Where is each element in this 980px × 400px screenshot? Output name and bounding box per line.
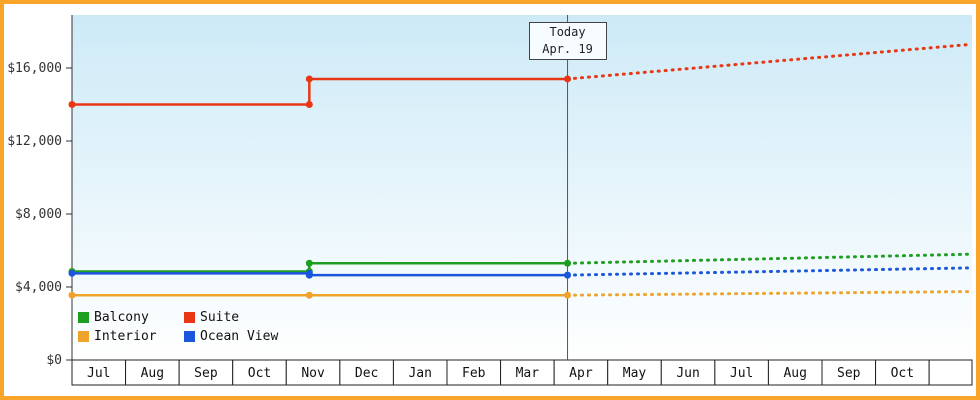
x-axis-cell [660,359,716,386]
legend-label-ocean-view: Ocean View [200,329,279,344]
series-forecast-balcony [566,252,974,265]
series-line-suite [72,77,568,106]
legend: Balcony Suite Interior Ocean View [78,310,278,344]
x-axis-cell [553,359,609,386]
today-marker-label: Today Apr. 19 [528,22,607,60]
x-axis-cell [125,359,180,386]
x-axis-cell [821,359,877,386]
x-axis-cell [446,359,502,386]
y-axis-label: $4,000 [15,280,62,295]
x-axis-cell-partial [928,359,973,386]
x-axis-cell [607,359,662,386]
series-forecast-interior [566,290,974,297]
series-marker-suite [305,75,313,83]
x-axis-cell [714,359,769,386]
series-forecast-ocean-view [566,266,974,277]
x-axis-label: Jan [408,366,431,381]
x-axis-cell [767,359,823,386]
x-axis-label: Aug [783,366,806,381]
x-axis-cell [71,359,127,386]
series-marker-suite [305,101,313,108]
legend-item-suite: Suite [184,310,278,325]
x-axis-label: Oct [891,366,914,381]
x-axis-label: Sep [194,366,218,381]
series-forecast-suite [566,42,974,81]
legend-swatch-balcony-icon [78,312,89,323]
x-axis-label: Apr [569,366,593,381]
series-marker-interior [564,291,572,299]
x-axis-cell [392,359,448,386]
x-axis-label: Jul [87,366,110,381]
x-axis-label: Jun [676,366,699,381]
series-marker-balcony [564,259,572,267]
plot-area [72,15,972,360]
x-axis-label: Jul [730,366,753,381]
series-marker-suite [564,75,572,83]
series-marker-interior [305,291,313,299]
series-marker-ocean-view [305,271,313,279]
legend-item-ocean-view: Ocean View [184,329,278,344]
legend-label-balcony: Balcony [94,310,149,325]
x-axis-label: Sep [837,366,861,381]
x-axis-label: Dec [355,366,378,381]
series-marker-ocean-view [564,271,572,279]
series-line-balcony [72,262,568,273]
today-label-line2: Apr. 19 [542,42,593,56]
legend-swatch-ocean-view-icon [184,331,195,342]
legend-swatch-interior-icon [78,331,89,342]
x-axis-cell [178,359,234,386]
x-axis-label: Mar [516,366,540,381]
series-marker-balcony [305,259,313,267]
y-axis-label: $12,000 [7,134,62,149]
series-marker-ocean-view [68,269,76,277]
x-axis-cell [339,359,394,386]
legend-item-balcony: Balcony [78,310,184,325]
today-label-line1: Today [549,25,586,39]
legend-label-suite: Suite [200,310,240,325]
x-axis-label: May [623,366,647,381]
price-history-chart: $0 $4,000 $8,000 $12,000 $16,000 Jul Aug Sep Oct… [7,15,974,386]
x-axis-label: Feb [462,366,486,381]
x-axis-label: Nov [301,366,325,381]
legend-item-interior: Interior [78,329,184,344]
legend-swatch-suite-icon [184,312,195,323]
series-marker-interior [68,291,76,299]
y-axis-label: $0 [46,353,62,368]
series-marker-suite [68,101,76,108]
y-axis-label: $8,000 [15,207,62,222]
legend-label-interior: Interior [94,329,157,344]
y-axis-label: $16,000 [7,61,62,76]
x-axis-label: Aug [141,366,164,381]
x-axis-label: Oct [248,366,271,381]
